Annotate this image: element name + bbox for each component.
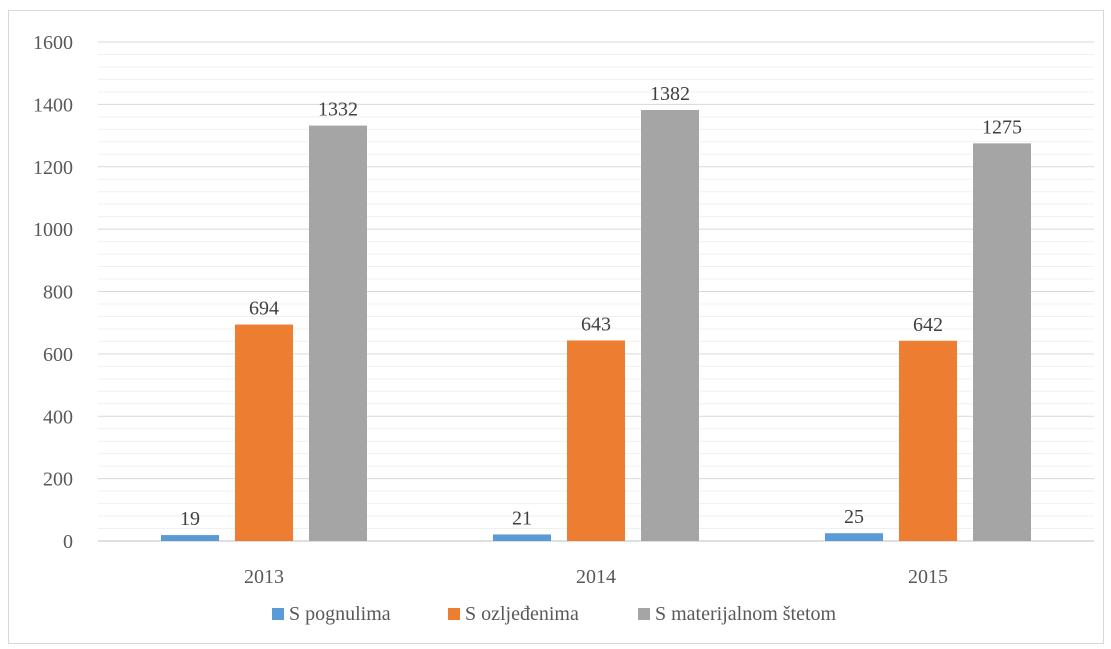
bar-2014-series-1	[493, 534, 551, 541]
bar-2015-series-2	[899, 340, 957, 541]
bars	[161, 109, 1031, 542]
y-tick-label: 1200	[33, 157, 73, 179]
legend-swatch	[272, 608, 284, 620]
bar-2013-series-2	[235, 324, 293, 541]
x-axis-ticks: 2013 2014 2015	[244, 566, 948, 588]
legend-swatch	[638, 608, 650, 620]
y-axis-ticks: 0 200 400 600 800 1000 1200 1400 1600	[33, 32, 73, 553]
legend-label: S pognulima	[289, 603, 391, 625]
data-label: 643	[581, 313, 611, 335]
bar-2013-series-3	[309, 125, 367, 542]
data-label: 642	[913, 314, 943, 336]
data-label: 21	[512, 507, 532, 529]
data-label: 19	[180, 508, 200, 530]
x-tick-label: 2013	[244, 566, 284, 588]
y-tick-label: 400	[43, 406, 73, 428]
y-tick-label: 1600	[33, 32, 73, 54]
y-tick-label: 1000	[33, 219, 73, 241]
data-label: 1275	[982, 116, 1022, 138]
legend-swatch	[448, 608, 460, 620]
data-label: 1382	[650, 83, 690, 105]
y-tick-label: 800	[43, 282, 73, 304]
data-label: 694	[249, 298, 279, 320]
bar-2014-series-2	[567, 340, 625, 541]
x-tick-label: 2014	[576, 566, 616, 588]
legend-label: S ozljeđenima	[465, 603, 579, 625]
data-label: 25	[844, 506, 864, 528]
legend-label: S materijalnom štetom	[655, 603, 837, 625]
bar-2015-series-3	[973, 143, 1031, 541]
bar-2013-series-1	[161, 535, 219, 541]
data-label: 1332	[318, 99, 358, 121]
data-labels: 19 694 1332 21 643 1382 25 642 1275	[180, 83, 1022, 530]
bar-2015-series-1	[825, 533, 883, 541]
x-tick-label: 2015	[908, 566, 948, 588]
legend: S pognulima S ozljeđenima S materijalnom š…	[272, 603, 837, 625]
y-tick-label: 0	[63, 531, 73, 553]
bar-2014-series-3	[641, 109, 699, 542]
y-tick-label: 200	[43, 469, 73, 491]
y-tick-label: 1400	[33, 94, 73, 116]
y-tick-label: 600	[43, 344, 73, 366]
